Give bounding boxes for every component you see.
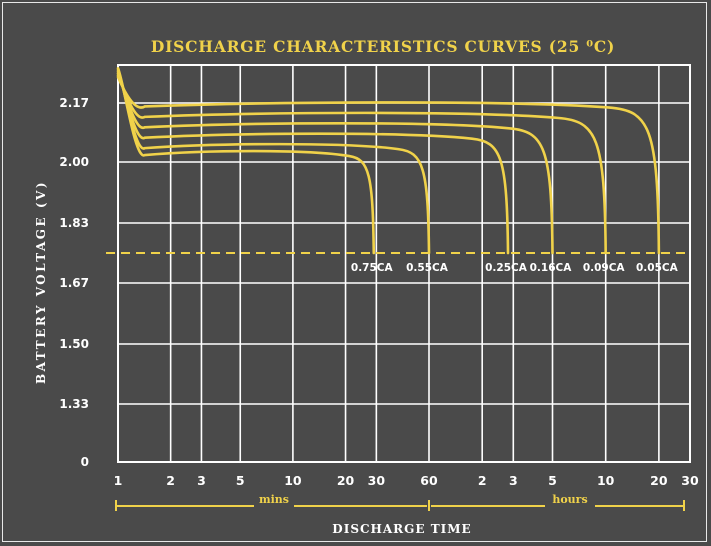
y-tick-label: 2.00 <box>59 155 89 169</box>
x-tick-label: 20 <box>650 473 668 488</box>
x-tick-label: 3 <box>197 473 206 488</box>
x-tick-label: 3 <box>509 473 518 488</box>
x-tick-labels: 1 2 3 5 10 20 30 60 2 3 5 10 20 30 <box>114 473 699 488</box>
x-tick-label: 5 <box>548 473 557 488</box>
x-tick-label: 30 <box>368 473 386 488</box>
curve-0.75CA <box>116 66 376 255</box>
x-axis-label: DISCHARGE TIME <box>332 522 471 536</box>
discharge-curves <box>116 66 661 255</box>
curve-0.55CA <box>116 68 431 255</box>
curve-label-0.09CA: 0.09CA <box>583 262 626 274</box>
curve-0.25CA <box>116 70 510 255</box>
curve-label-0.75CA: 0.75CA <box>351 262 394 274</box>
y-tick-label: 1.33 <box>59 397 89 411</box>
y-tick-label: 2.17 <box>59 96 89 110</box>
x-tick-label: 10 <box>284 473 302 488</box>
x-tick-label: 60 <box>420 473 438 488</box>
curve-labels: 0.75CA 0.55CA 0.25CA 0.16CA 0.09CA 0.05CA <box>351 262 679 274</box>
time-unit-brackets: mins hours <box>115 493 685 512</box>
curve-label-0.25CA: 0.25CA <box>485 262 528 274</box>
curve-label-0.55CA: 0.55CA <box>406 262 449 274</box>
x-tick-label: 2 <box>166 473 175 488</box>
y-tick-label: 1.50 <box>59 337 89 351</box>
curve-0.05CA <box>116 75 661 255</box>
x-tick-label: 10 <box>597 473 615 488</box>
curve-label-0.16CA: 0.16CA <box>530 262 573 274</box>
curve-0.09CA <box>116 73 607 255</box>
mins-label-bg <box>254 496 294 512</box>
chart-title: DISCHARGE CHARACTERISTICS CURVES (25 ⁰C) <box>151 37 615 56</box>
hours-label: hours <box>552 493 587 506</box>
y-tick-labels: 2.17 2.00 1.83 1.67 1.50 1.33 0 <box>59 96 89 469</box>
mins-label: mins <box>259 493 289 506</box>
x-tick-label: 20 <box>337 473 355 488</box>
y-tick-label: 1.83 <box>59 216 89 230</box>
y-tick-label: 0 <box>81 455 89 469</box>
curve-label-0.05CA: 0.05CA <box>636 262 679 274</box>
x-tick-label: 30 <box>681 473 699 488</box>
x-tick-label: 1 <box>114 473 123 488</box>
hours-label-bg <box>545 496 595 512</box>
y-tick-label: 1.67 <box>59 276 89 290</box>
curve-0.16CA <box>116 72 554 255</box>
x-tick-label: 2 <box>478 473 487 488</box>
x-tick-label: 5 <box>236 473 245 488</box>
grid <box>117 64 691 463</box>
y-axis-label: BATTERY VOLTAGE (V) <box>34 180 48 384</box>
